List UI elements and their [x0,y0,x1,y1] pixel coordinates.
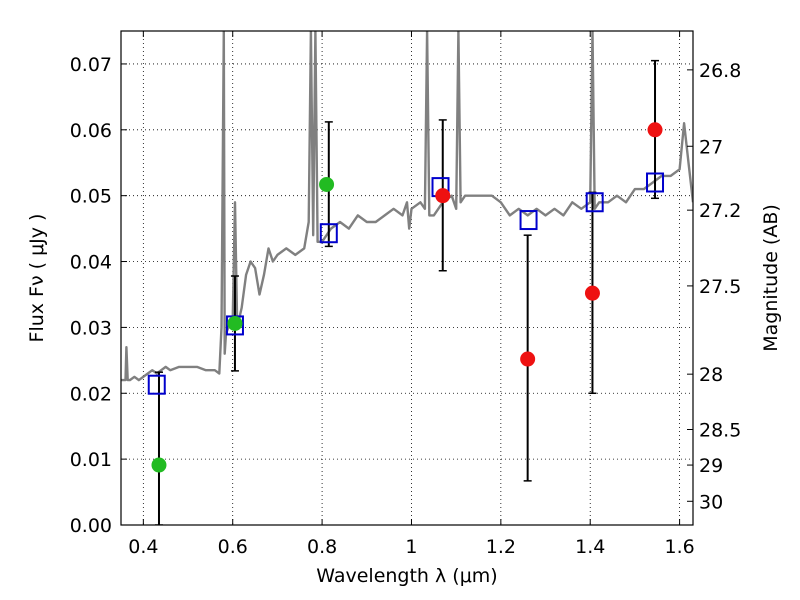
data-point-circle [520,351,536,367]
y-tick-label: 0.01 [70,449,112,471]
x-tick-label: 1.6 [664,536,694,558]
plot-frame [120,30,694,526]
magnitude-tick-label: 28.5 [699,419,741,441]
data-point-circle [227,315,243,331]
data-point-square [646,172,665,193]
y-tick-label: 0.05 [70,186,112,208]
x-tick-label: 1 [405,536,417,558]
data-point-circle [319,176,335,192]
magnitude-axis-ticks: 26.8 27 27.2 27.5 28 28.5 29 30 [687,60,741,513]
y-tick-label: 0.06 [70,120,112,142]
magnitude-tick-label: 26.8 [699,60,741,82]
data-point-circle [647,122,663,138]
x-axis-title: Wavelength λ (μm) [316,565,497,587]
x-tick-label: 0.6 [218,536,248,558]
y-tick-label: 0.03 [70,317,112,339]
data-point-circle [584,285,600,301]
plot-area [121,31,693,525]
data-point-square [147,374,166,395]
spectrum-line [121,31,693,382]
y-tick-label: 0.04 [70,252,112,274]
y-tick-label: 0.00 [70,515,112,537]
y-axis-ticks: 0.00 0.01 0.02 0.03 0.04 0.05 0.06 0.07 [70,54,127,537]
data-point-square [585,192,604,213]
magnitude-tick-label: 27.5 [699,276,741,298]
x-tick-label: 0.8 [307,536,337,558]
magnitude-tick-label: 28 [699,364,723,386]
data-point-square [319,223,338,244]
y-tick-label: 0.07 [70,54,112,76]
y-axis-title: Flux Fν ( μJy ) [26,214,48,343]
photometry-markers [147,122,665,473]
y-axis-right-title: Magnitude (AB) [760,204,782,352]
x-tick-label: 1.2 [486,536,516,558]
x-tick-label: 0.4 [128,536,158,558]
magnitude-tick-label: 27.2 [699,200,741,222]
magnitude-tick-label: 29 [699,455,723,477]
data-point-circle [151,457,167,473]
data-point-circle [435,188,451,204]
y-tick-label: 0.02 [70,383,112,405]
model-spectrum [121,31,693,382]
x-tick-label: 1.4 [575,536,605,558]
magnitude-tick-label: 27 [699,136,723,158]
magnitude-tick-label: 30 [699,491,723,513]
data-point-square [519,210,538,231]
x-axis-ticks: 0.4 0.6 0.8 1 1.2 1.4 1.6 [128,31,695,558]
